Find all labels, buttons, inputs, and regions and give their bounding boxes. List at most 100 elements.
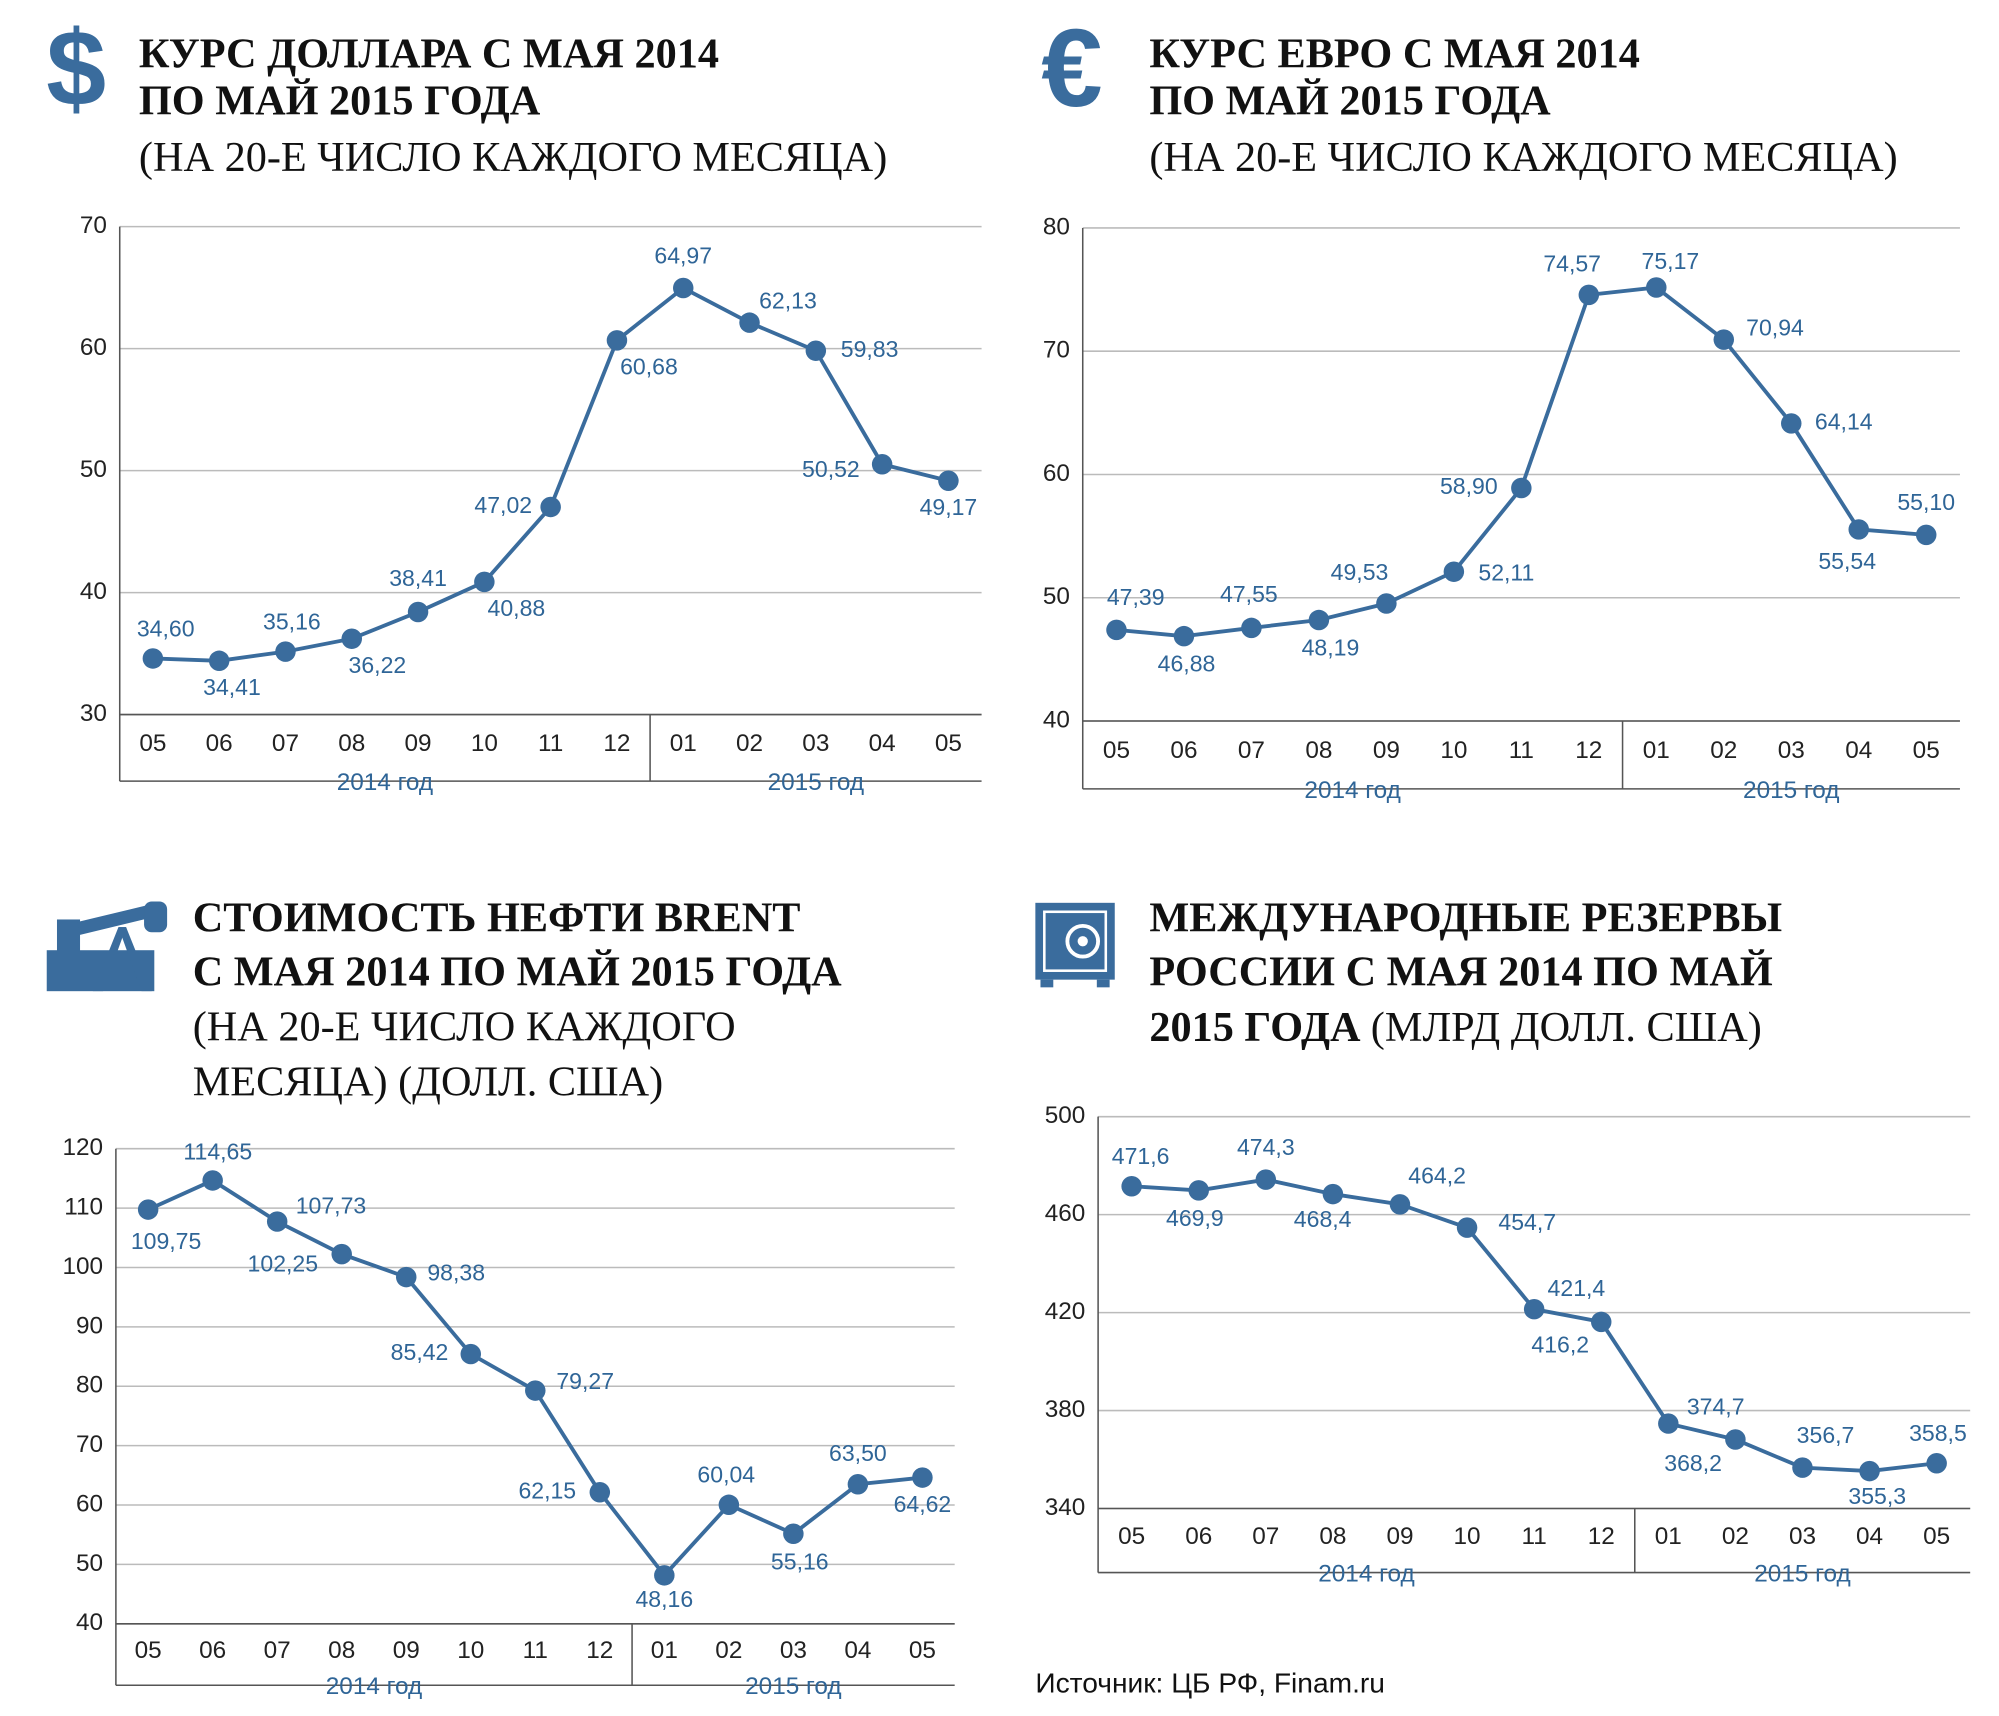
point (1121, 1175, 1142, 1197)
data-label: 55,10 (1897, 489, 1955, 515)
data-label: 40,88 (488, 595, 546, 621)
chart-subtitle: МЕСЯЦА) (ДОЛЛ. США) (193, 1059, 664, 1106)
x-tick-label: 06 (1170, 737, 1197, 764)
point (474, 571, 495, 593)
data-label: 49,17 (920, 494, 978, 520)
data-label: 55,16 (771, 1548, 829, 1574)
data-label: 58,90 (1440, 473, 1498, 499)
y-tick-label: 80 (1043, 213, 1070, 240)
y-tick-label: 40 (80, 578, 107, 605)
chart-title-line: 2015 ГОДА (1149, 1004, 1361, 1051)
line (147, 1178, 923, 1579)
data-label: 454,7 (1498, 1209, 1556, 1235)
data-label: 62,13 (759, 287, 817, 313)
y-tick-label: 60 (1043, 460, 1070, 487)
y-tick-label: 60 (80, 334, 107, 361)
point (1725, 1429, 1746, 1450)
point (1322, 1183, 1344, 1205)
point (395, 1266, 417, 1288)
data-label: 98,38 (427, 1260, 485, 1286)
chart-title: С МАЯ 2014 ПО МАЙ 2015 ГОДА (193, 949, 842, 996)
chart-title: СТОИМОСТЬ НЕФТИ BRENT (193, 895, 801, 942)
point (1376, 593, 1397, 614)
y-tick-label: 500 (1045, 1102, 1086, 1129)
x-tick-label: 05 (1923, 1523, 1950, 1550)
data-label: 471,6 (1112, 1143, 1170, 1169)
point (672, 277, 694, 299)
group-label: 2014 год (1318, 1561, 1414, 1588)
chart-title: КУРС ЕВРО С МАЯ 2014 (1149, 30, 1640, 77)
point (654, 1565, 675, 1586)
x-tick-label: 02 (736, 730, 763, 757)
data-label: 47,55 (1220, 581, 1278, 607)
point (1792, 1457, 1813, 1478)
x-tick-label: 08 (1305, 737, 1332, 764)
x-tick-label: 02 (1722, 1523, 1749, 1550)
data-label: 52,11 (1478, 559, 1534, 585)
x-tick-label: 05 (1103, 737, 1130, 764)
point (1511, 477, 1532, 499)
y-tick-label: 70 (1043, 337, 1070, 364)
chart-title: РОССИИ С МАЯ 2014 ПО МАЙ (1149, 949, 1773, 996)
y-tick-label: 460 (1045, 1200, 1086, 1227)
data-label: 48,16 (635, 1586, 693, 1612)
data-label: 49,53 (1331, 559, 1389, 585)
data-label: 374,7 (1687, 1393, 1745, 1419)
point (938, 470, 959, 491)
x-tick-label: 09 (1373, 737, 1400, 764)
x-tick-label: 04 (1856, 1523, 1883, 1550)
x-tick-label: 09 (393, 1637, 420, 1664)
x-tick-label: 12 (1575, 737, 1602, 764)
x-tick-label: 08 (338, 730, 365, 757)
data-label: 355,3 (1848, 1483, 1906, 1509)
source: Источник: ЦБ РФ, Finam.ru (1035, 1667, 1385, 1699)
point (1926, 1452, 1947, 1474)
point (1456, 1217, 1478, 1238)
x-tick-label: 11 (523, 1637, 548, 1664)
x-tick-label: 05 (135, 1637, 162, 1664)
chart-title: ПО МАЙ 2015 ГОДА (1149, 78, 1551, 125)
y-tick-label: 120 (62, 1134, 103, 1161)
x-tick-label: 03 (780, 1637, 807, 1664)
y-tick-label: 90 (76, 1312, 103, 1339)
point (1173, 625, 1195, 647)
x-tick-label: 03 (1778, 737, 1805, 764)
point (407, 601, 429, 623)
point (137, 1199, 159, 1220)
point (1106, 619, 1127, 641)
y-tick-label: 110 (64, 1194, 103, 1221)
point (847, 1473, 869, 1495)
x-tick-label: 10 (1454, 1523, 1481, 1550)
point (525, 1380, 546, 1401)
data-label: 36,22 (349, 652, 407, 678)
point (208, 650, 230, 672)
y-tick-label: 80 (76, 1372, 103, 1399)
point (1848, 519, 1869, 540)
x-tick-label: 05 (935, 730, 962, 757)
data-label: 102,25 (248, 1251, 319, 1277)
y-tick-label: 70 (76, 1431, 103, 1458)
x-tick-label: 07 (1252, 1523, 1279, 1550)
point (142, 648, 164, 669)
x-tick-label: 07 (264, 1637, 291, 1664)
y-tick-label: 340 (1045, 1494, 1086, 1521)
x-tick-label: 02 (715, 1637, 742, 1664)
safe-icon (1035, 902, 1115, 988)
point (331, 1243, 352, 1265)
x-tick-label: 05 (1118, 1523, 1145, 1550)
data-label: 474,3 (1237, 1134, 1295, 1160)
point (1859, 1460, 1880, 1482)
x-tick-label: 05 (139, 730, 166, 757)
x-tick-label: 01 (670, 730, 697, 757)
x-tick-label: 11 (538, 730, 563, 757)
group-label: 2014 год (326, 1673, 422, 1700)
x-tick-label: 05 (909, 1637, 936, 1664)
group-label: 2014 год (1304, 777, 1400, 804)
y-tick-label: 100 (62, 1253, 103, 1280)
y-tick-label: 40 (1043, 706, 1070, 733)
data-label: 356,7 (1797, 1422, 1855, 1448)
chart-title: КУРС ДОЛЛАРА С МАЯ 2014 (139, 30, 719, 77)
data-label: 60,68 (620, 354, 678, 380)
chart-subtitle: (НА 20-Е ЧИСЛО КАЖДОГО (193, 1004, 736, 1051)
